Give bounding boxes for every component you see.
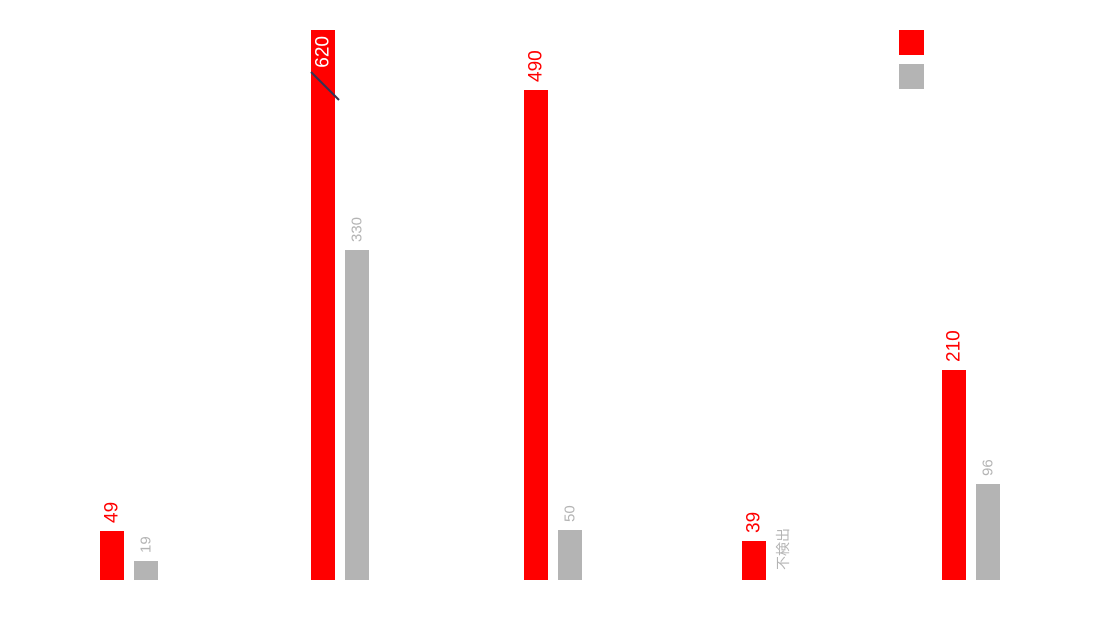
data-label-series-1-group-2: 620 <box>313 36 334 68</box>
data-label-series-1-group-5: 210 <box>944 330 965 362</box>
bar-series-2-group-2 <box>345 250 369 580</box>
data-label-series-2-group-5: 96 <box>980 459 997 476</box>
bar-series-1-group-2 <box>311 30 335 580</box>
bar-series-1-group-1 <box>100 531 124 580</box>
legend-swatch-series-a <box>899 30 924 55</box>
axis-break-mark <box>310 71 340 101</box>
bar-series-1-group-5 <box>942 370 966 580</box>
data-label-series-2-group-2: 330 <box>349 217 366 242</box>
data-label-series-2-group-4: 不検出 <box>776 528 792 570</box>
data-label-series-2-group-3: 50 <box>562 505 579 522</box>
bar-series-1-group-4 <box>742 541 766 580</box>
data-label-series-2-group-1: 19 <box>138 536 155 553</box>
data-label-series-1-group-4: 39 <box>744 512 765 533</box>
data-label-series-1-group-1: 49 <box>102 502 123 523</box>
legend-swatch-series-b <box>899 64 924 89</box>
bar-series-2-group-1 <box>134 561 158 580</box>
bar-series-1-group-3 <box>524 90 548 580</box>
bar-series-2-group-5 <box>976 484 1000 580</box>
bar-series-2-group-3 <box>558 530 582 580</box>
data-label-series-1-group-3: 490 <box>526 50 547 82</box>
